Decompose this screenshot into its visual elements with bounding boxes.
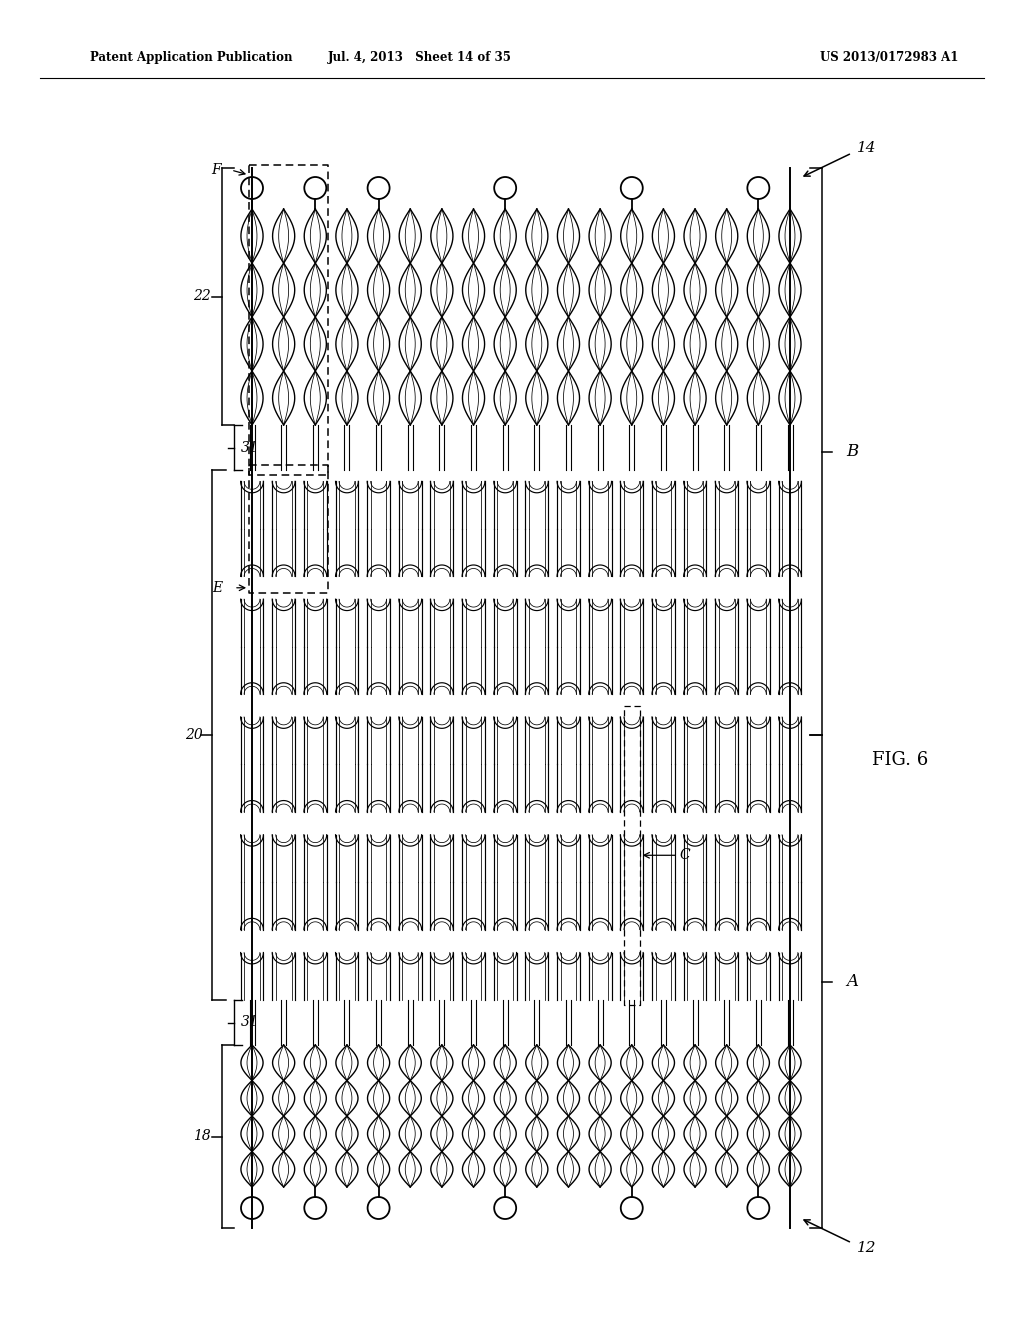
Text: 14: 14 [857, 141, 877, 154]
Text: 18: 18 [194, 1130, 211, 1143]
Text: A: A [846, 973, 858, 990]
Text: F: F [211, 162, 221, 177]
Text: 22: 22 [194, 289, 211, 304]
Text: 31: 31 [241, 1015, 259, 1030]
Text: US 2013/0172983 A1: US 2013/0172983 A1 [820, 51, 958, 65]
Text: C: C [680, 849, 690, 862]
Text: Patent Application Publication: Patent Application Publication [90, 51, 293, 65]
Text: 20: 20 [185, 729, 203, 742]
Text: Jul. 4, 2013   Sheet 14 of 35: Jul. 4, 2013 Sheet 14 of 35 [328, 51, 512, 65]
Text: B: B [846, 444, 858, 459]
Text: 31: 31 [241, 441, 259, 454]
Text: 12: 12 [857, 1241, 877, 1255]
Text: E: E [212, 581, 222, 595]
Text: FIG. 6: FIG. 6 [871, 751, 928, 770]
